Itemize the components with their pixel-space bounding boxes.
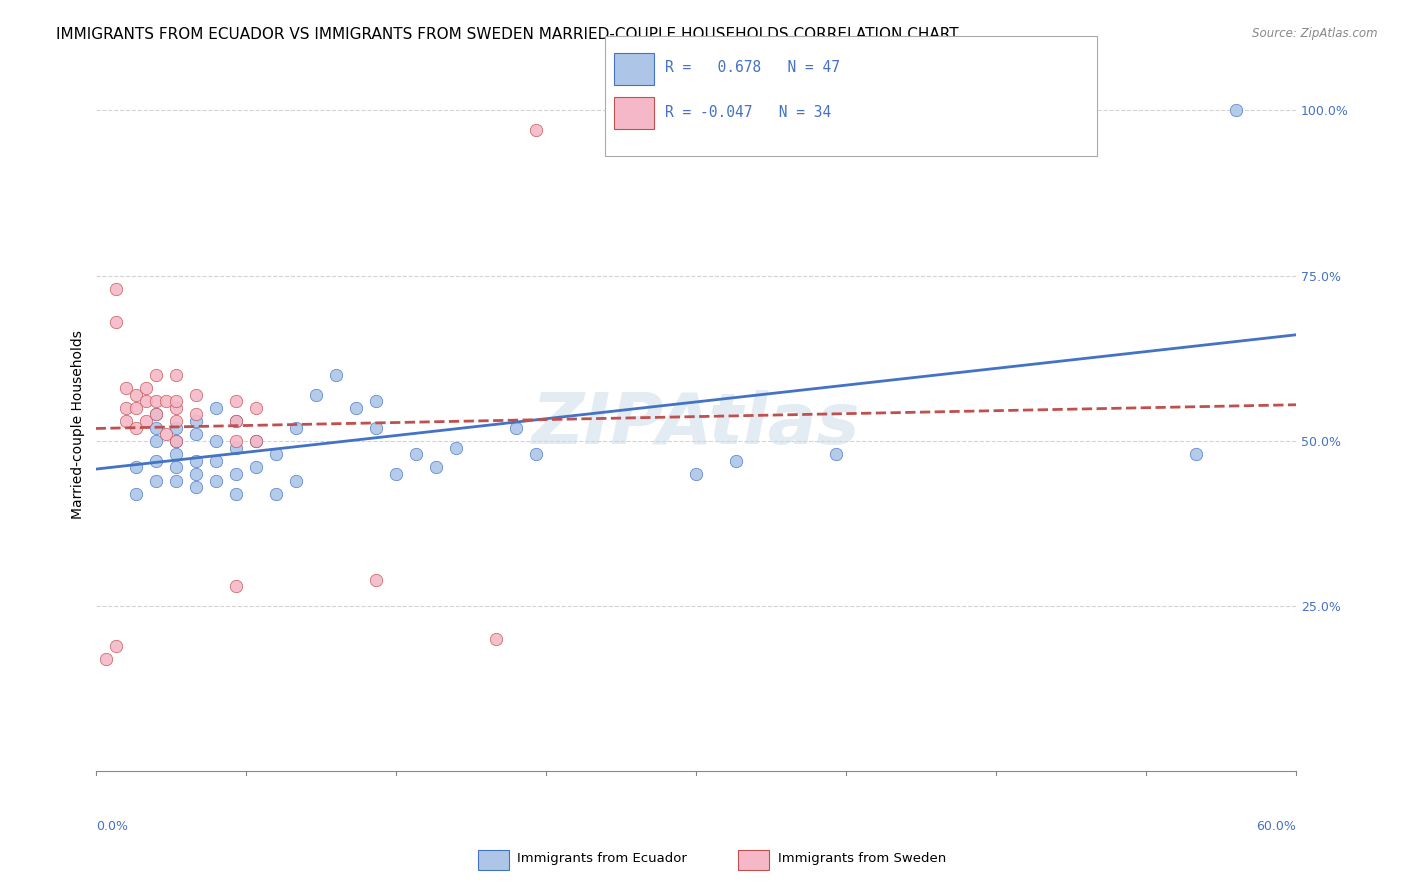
Point bbox=[225, 394, 247, 409]
Point bbox=[685, 467, 707, 481]
Text: IMMIGRANTS FROM ECUADOR VS IMMIGRANTS FROM SWEDEN MARRIED-COUPLE HOUSEHOLDS CORR: IMMIGRANTS FROM ECUADOR VS IMMIGRANTS FR… bbox=[56, 27, 959, 42]
Point bbox=[245, 460, 267, 475]
Point bbox=[145, 394, 167, 409]
Point bbox=[245, 434, 267, 448]
Point bbox=[384, 467, 406, 481]
Point bbox=[225, 467, 247, 481]
Text: R = -0.047   N = 34: R = -0.047 N = 34 bbox=[665, 105, 831, 120]
Point bbox=[284, 420, 307, 434]
Point bbox=[165, 414, 187, 428]
Point bbox=[155, 427, 177, 442]
Point bbox=[425, 460, 447, 475]
Point bbox=[405, 447, 427, 461]
Point bbox=[1185, 447, 1208, 461]
Point bbox=[145, 474, 167, 488]
Point bbox=[225, 414, 247, 428]
Point bbox=[104, 639, 127, 653]
Text: Immigrants from Sweden: Immigrants from Sweden bbox=[778, 853, 946, 865]
Point bbox=[135, 414, 157, 428]
Point bbox=[204, 454, 226, 468]
Point bbox=[204, 401, 226, 415]
Point bbox=[225, 441, 247, 455]
Point bbox=[524, 123, 547, 137]
Point bbox=[245, 401, 267, 415]
Text: Source: ZipAtlas.com: Source: ZipAtlas.com bbox=[1253, 27, 1378, 40]
Point bbox=[145, 408, 167, 422]
Point bbox=[124, 460, 146, 475]
Point bbox=[1225, 103, 1247, 118]
Point bbox=[225, 414, 247, 428]
Point bbox=[245, 434, 267, 448]
Point bbox=[204, 434, 226, 448]
Point bbox=[155, 394, 177, 409]
Point bbox=[165, 368, 187, 382]
Point bbox=[165, 401, 187, 415]
Point bbox=[344, 401, 367, 415]
Point bbox=[264, 447, 287, 461]
Text: 60.0%: 60.0% bbox=[1256, 820, 1296, 833]
Point bbox=[184, 454, 207, 468]
Point bbox=[325, 368, 347, 382]
Point bbox=[145, 368, 167, 382]
Point bbox=[225, 434, 247, 448]
Point bbox=[184, 480, 207, 494]
Point bbox=[184, 387, 207, 401]
Text: 0.0%: 0.0% bbox=[96, 820, 128, 833]
Point bbox=[145, 420, 167, 434]
Point bbox=[114, 414, 136, 428]
Y-axis label: Married-couple Households: Married-couple Households bbox=[72, 330, 86, 519]
Text: R =   0.678   N = 47: R = 0.678 N = 47 bbox=[665, 61, 839, 75]
Point bbox=[135, 394, 157, 409]
Point bbox=[165, 394, 187, 409]
Point bbox=[505, 420, 527, 434]
Point bbox=[444, 441, 467, 455]
Point bbox=[524, 447, 547, 461]
Point bbox=[124, 487, 146, 501]
Point bbox=[165, 447, 187, 461]
Text: Immigrants from Ecuador: Immigrants from Ecuador bbox=[517, 853, 688, 865]
Point bbox=[225, 487, 247, 501]
Point bbox=[165, 434, 187, 448]
Point bbox=[364, 394, 387, 409]
Point bbox=[145, 408, 167, 422]
Point bbox=[305, 387, 328, 401]
Point bbox=[94, 652, 117, 666]
Point bbox=[104, 282, 127, 296]
Point bbox=[114, 381, 136, 395]
Point bbox=[184, 414, 207, 428]
Point bbox=[724, 454, 747, 468]
Point bbox=[165, 474, 187, 488]
Point bbox=[204, 474, 226, 488]
Point bbox=[165, 434, 187, 448]
Text: ZIPAtlas: ZIPAtlas bbox=[531, 390, 860, 458]
Point bbox=[825, 447, 848, 461]
Point bbox=[184, 427, 207, 442]
Point bbox=[485, 632, 508, 647]
Point bbox=[145, 454, 167, 468]
Point bbox=[225, 579, 247, 593]
Point bbox=[124, 420, 146, 434]
Point bbox=[104, 315, 127, 329]
Point bbox=[135, 381, 157, 395]
Point bbox=[145, 434, 167, 448]
Point bbox=[364, 420, 387, 434]
Point bbox=[184, 408, 207, 422]
Point bbox=[124, 387, 146, 401]
Point bbox=[284, 474, 307, 488]
Point bbox=[124, 401, 146, 415]
Point bbox=[114, 401, 136, 415]
Point bbox=[184, 467, 207, 481]
Point bbox=[165, 420, 187, 434]
Point bbox=[364, 573, 387, 587]
Point bbox=[264, 487, 287, 501]
Point bbox=[165, 460, 187, 475]
